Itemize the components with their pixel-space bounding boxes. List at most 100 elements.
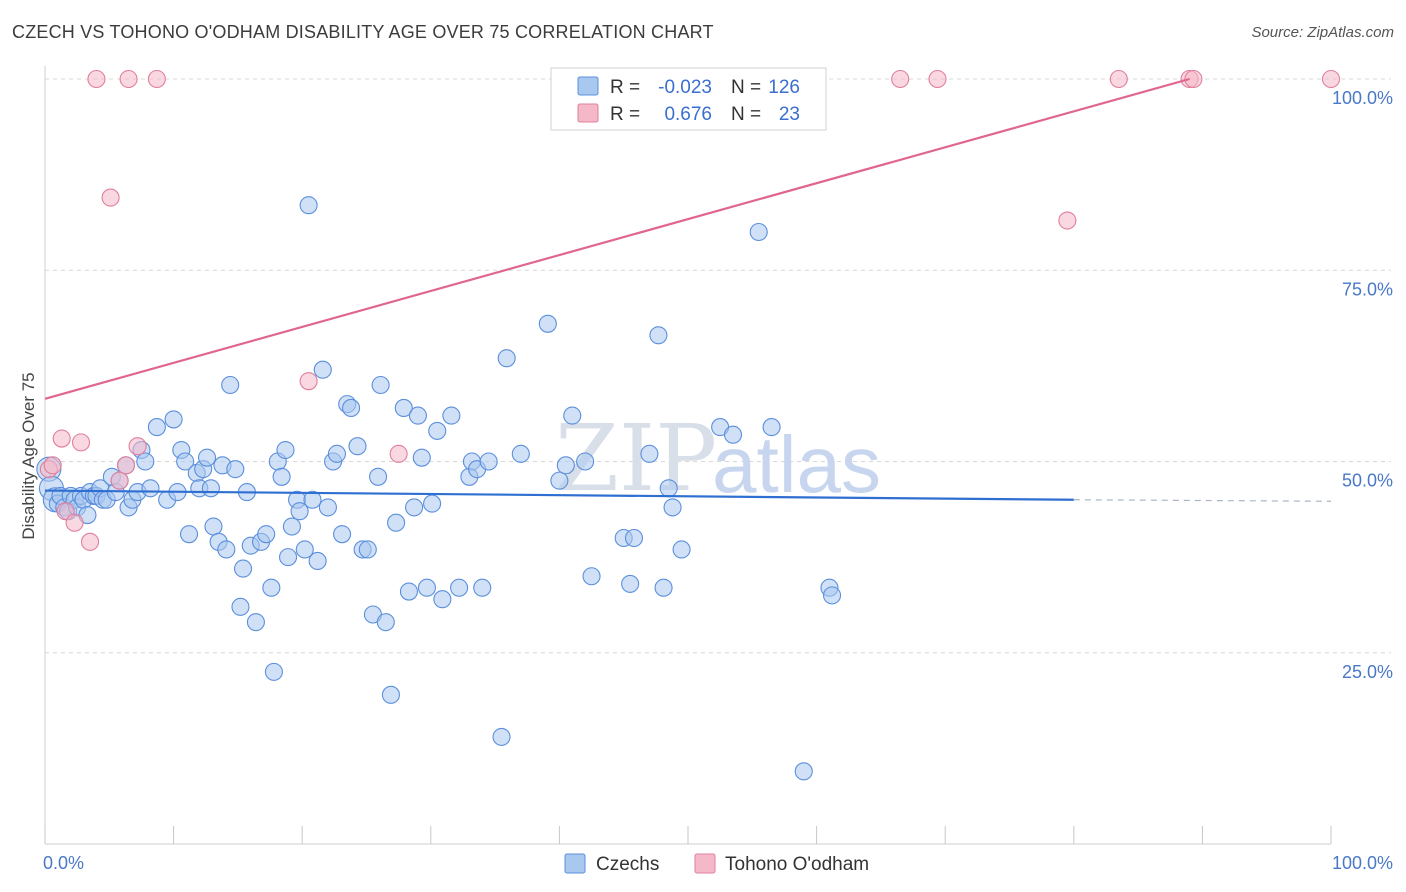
czech-point bbox=[371, 375, 390, 395]
czech-point bbox=[276, 440, 295, 460]
czech-point bbox=[538, 314, 557, 333]
legend-swatch-tohono bbox=[577, 103, 599, 123]
tohono-point bbox=[116, 456, 136, 475]
tohono-point bbox=[389, 444, 408, 463]
czech-point bbox=[387, 513, 406, 532]
czech-point bbox=[179, 525, 199, 544]
czech-point bbox=[749, 222, 768, 242]
legend-r-value-1: -0.023 bbox=[658, 77, 712, 98]
czech-point bbox=[295, 540, 314, 559]
czech-point bbox=[333, 525, 352, 544]
czech-point bbox=[663, 498, 682, 517]
y-tick-label: 50.0% bbox=[1342, 471, 1393, 491]
czech-point bbox=[433, 590, 452, 609]
tohono-point bbox=[87, 69, 106, 89]
legend-n-value-2: 23 bbox=[779, 104, 800, 125]
czech-point bbox=[197, 448, 217, 467]
tohono-point bbox=[128, 437, 147, 456]
tohono-points bbox=[39, 69, 1341, 551]
tohono-point bbox=[119, 69, 138, 89]
axes bbox=[44, 66, 1332, 845]
tohono-point bbox=[71, 433, 91, 452]
czech-point bbox=[141, 479, 160, 498]
czech-point bbox=[290, 502, 309, 521]
czech-point bbox=[563, 406, 582, 425]
tohono-point bbox=[1058, 211, 1077, 230]
legend-swatch-czechs bbox=[577, 76, 599, 96]
y-tick-label: 75.0% bbox=[1342, 279, 1393, 299]
czech-point bbox=[136, 452, 155, 471]
series-legend: Czechs Tohono O'odham bbox=[564, 853, 869, 875]
czech-point bbox=[649, 326, 668, 345]
czech-point bbox=[479, 452, 498, 471]
czech-point bbox=[217, 540, 236, 559]
czech-point bbox=[672, 540, 691, 559]
czechs-points bbox=[36, 196, 842, 781]
legend-r-label-1: R = bbox=[610, 77, 640, 98]
czech-point bbox=[327, 444, 346, 463]
tohono-point bbox=[110, 471, 129, 490]
y-tick-label: 100.0% bbox=[1332, 88, 1393, 108]
tohono-trend-line bbox=[44, 77, 1190, 400]
legend-n-label-2: N = bbox=[731, 104, 761, 125]
czech-point bbox=[369, 467, 388, 486]
czech-point bbox=[794, 762, 813, 781]
czech-point bbox=[640, 444, 659, 463]
czech-point bbox=[233, 559, 253, 578]
legend-r-value-2: 0.676 bbox=[664, 104, 712, 125]
czech-point bbox=[412, 448, 431, 467]
czech-point bbox=[376, 613, 395, 632]
czech-point bbox=[262, 578, 281, 597]
source-label: Source: ZipAtlas.com bbox=[1251, 24, 1394, 41]
czech-point bbox=[348, 437, 367, 456]
chart-title: CZECH VS TOHONO O'ODHAM DISABILITY AGE O… bbox=[12, 22, 714, 42]
czech-point bbox=[231, 597, 250, 616]
czech-point bbox=[408, 406, 427, 425]
legend-r-label-2: R = bbox=[610, 104, 640, 125]
tohono-point bbox=[147, 69, 166, 89]
tohono-point bbox=[1321, 69, 1341, 89]
tohono-point bbox=[101, 188, 120, 207]
czech-point bbox=[423, 494, 442, 513]
legend-n-label-1: N = bbox=[731, 77, 761, 98]
czechs-trend-extension bbox=[1073, 499, 1332, 502]
czech-point bbox=[442, 406, 461, 425]
czech-point bbox=[246, 613, 265, 632]
bottom-legend-tohono: Tohono O'odham bbox=[725, 854, 869, 875]
tohono-point bbox=[52, 429, 71, 448]
czech-point bbox=[257, 525, 276, 544]
czech-point bbox=[264, 662, 283, 681]
x-tick-label: 0.0% bbox=[43, 853, 84, 873]
czech-point bbox=[358, 540, 377, 559]
czech-point bbox=[624, 528, 644, 548]
czech-point bbox=[272, 467, 291, 486]
czechs-trend-line bbox=[44, 489, 1074, 501]
czech-point bbox=[428, 421, 447, 440]
czech-point bbox=[147, 418, 166, 437]
tohono-point bbox=[928, 69, 947, 89]
czech-point bbox=[723, 425, 743, 444]
czech-point bbox=[299, 196, 318, 215]
czech-point bbox=[313, 360, 332, 379]
czech-point bbox=[473, 578, 492, 597]
tohono-point bbox=[1109, 69, 1128, 89]
czech-point bbox=[201, 479, 220, 498]
czech-point bbox=[450, 578, 469, 597]
x-tick-label: 100.0% bbox=[1332, 853, 1393, 873]
czech-point bbox=[164, 410, 183, 429]
czech-point bbox=[399, 582, 418, 601]
czech-point bbox=[556, 456, 575, 475]
czech-point bbox=[511, 444, 530, 463]
bottom-legend-swatch-tohono bbox=[694, 853, 716, 874]
czech-point bbox=[204, 517, 223, 536]
tohono-point bbox=[65, 513, 84, 532]
czech-point bbox=[405, 498, 424, 517]
czech-point bbox=[381, 685, 400, 704]
legend-n-value-1: 126 bbox=[768, 77, 800, 98]
czech-point bbox=[282, 517, 301, 536]
czech-point bbox=[762, 418, 781, 437]
watermark: ZIP atlas bbox=[555, 405, 881, 512]
czech-point bbox=[279, 548, 298, 567]
czech-point bbox=[582, 567, 601, 586]
